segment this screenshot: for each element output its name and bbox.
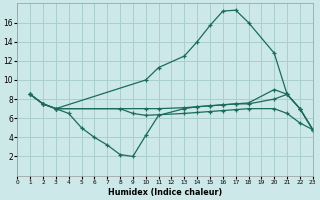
- X-axis label: Humidex (Indice chaleur): Humidex (Indice chaleur): [108, 188, 222, 197]
